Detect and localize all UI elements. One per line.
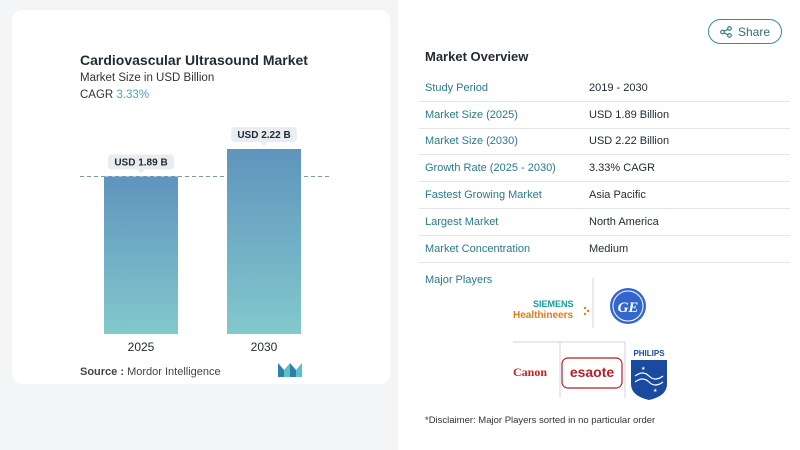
x-tick-label: 2025 <box>128 340 155 354</box>
overview-key: Largest Market <box>425 215 499 228</box>
major-players-label: Major Players <box>425 274 493 286</box>
overview-row: Largest Market North America <box>419 209 790 236</box>
major-players-logos: SIEMENS Healthineers GE Canon esaote PHI… <box>513 278 667 400</box>
svg-text:★: ★ <box>641 366 646 372</box>
mordor-intelligence-logo <box>278 363 302 377</box>
overview-row: Market Size (2030) USD 2.22 Billion <box>419 129 790 156</box>
overview-value: North America <box>589 215 659 228</box>
data-label-pointer <box>260 142 268 146</box>
overview-value: Asia Pacific <box>589 189 646 202</box>
overview-row: Growth Rate (2025 - 2030) 3.33% CAGR <box>419 155 790 183</box>
bar-chart: USD 1.89 B 2025 USD 2.22 B 2030 <box>80 127 330 354</box>
esaote-logo: esaote <box>561 357 623 389</box>
data-label-bg <box>231 127 297 142</box>
overview-key: Market Size (2030) <box>425 135 518 148</box>
svg-text:Healthineers: Healthineers <box>513 310 573 321</box>
x-tick-label: 2030 <box>251 340 278 354</box>
overview-key: Study Period <box>425 81 488 94</box>
overview-key: Market Concentration <box>425 242 531 255</box>
overview-key: Market Size (2025) <box>425 108 518 121</box>
svg-text:SIEMENS: SIEMENS <box>533 299 574 309</box>
overview-table: Study Period 2019 - 2030 Market Size (20… <box>419 75 790 263</box>
disclaimer: *Disclaimer: Major Players sorted in no … <box>425 415 656 426</box>
chart-card <box>12 10 390 384</box>
ge-logo: GE <box>610 288 646 324</box>
svg-text:★: ★ <box>653 388 658 394</box>
cagr-label: CAGR <box>80 89 114 101</box>
source-note: Source : Mordor Intelligence <box>80 366 221 378</box>
overview-value: Medium <box>589 242 629 255</box>
chart-title: Cardiovascular Ultrasound Market <box>80 52 308 68</box>
overview-key: Growth Rate (2025 - 2030) <box>425 162 556 175</box>
overview-row: Study Period 2019 - 2030 <box>419 75 790 102</box>
source-value: Mordor Intelligence <box>127 366 221 378</box>
data-label: USD 1.89 B <box>114 158 167 169</box>
svg-text:esaote: esaote <box>570 364 615 380</box>
overview-row: Market Concentration Medium <box>419 236 790 263</box>
overview-value: 2019 - 2030 <box>589 81 648 94</box>
source-label: Source : <box>80 366 125 378</box>
share-label: Share <box>737 24 771 39</box>
overview-value: USD 2.22 Billion <box>589 135 670 148</box>
svg-text:GE: GE <box>618 300 639 316</box>
share-icon <box>720 25 732 38</box>
bar <box>104 176 178 334</box>
svg-text:Canon: Canon <box>513 365 547 379</box>
svg-text:PHILIPS: PHILIPS <box>633 349 665 358</box>
overview-row: Fastest Growing Market Asia Pacific <box>419 182 790 209</box>
chart-subtitle: Market Size in USD Billion <box>80 72 215 84</box>
siemens-healthineers-logo: SIEMENS Healthineers <box>513 299 590 321</box>
data-label: USD 2.22 B <box>237 130 290 141</box>
cagr-value: 3.33% <box>116 89 150 101</box>
chart-cagr: CAGR 3.33% <box>80 89 149 101</box>
philips-logo: PHILIPS ★ ★ <box>631 349 667 400</box>
overview-value: USD 1.89 Billion <box>589 108 670 121</box>
bar <box>227 149 301 334</box>
overview-row: Market Size (2025) USD 1.89 Billion <box>419 102 790 129</box>
data-label-bg <box>108 154 174 170</box>
overview-key: Fastest Growing Market <box>425 189 542 202</box>
canon-logo: Canon <box>513 365 547 379</box>
share-button[interactable]: Share <box>708 19 782 44</box>
data-label-pointer <box>137 169 145 174</box>
overview-value: 3.33% CAGR <box>589 162 656 175</box>
overview-title: Market Overview <box>425 49 529 64</box>
